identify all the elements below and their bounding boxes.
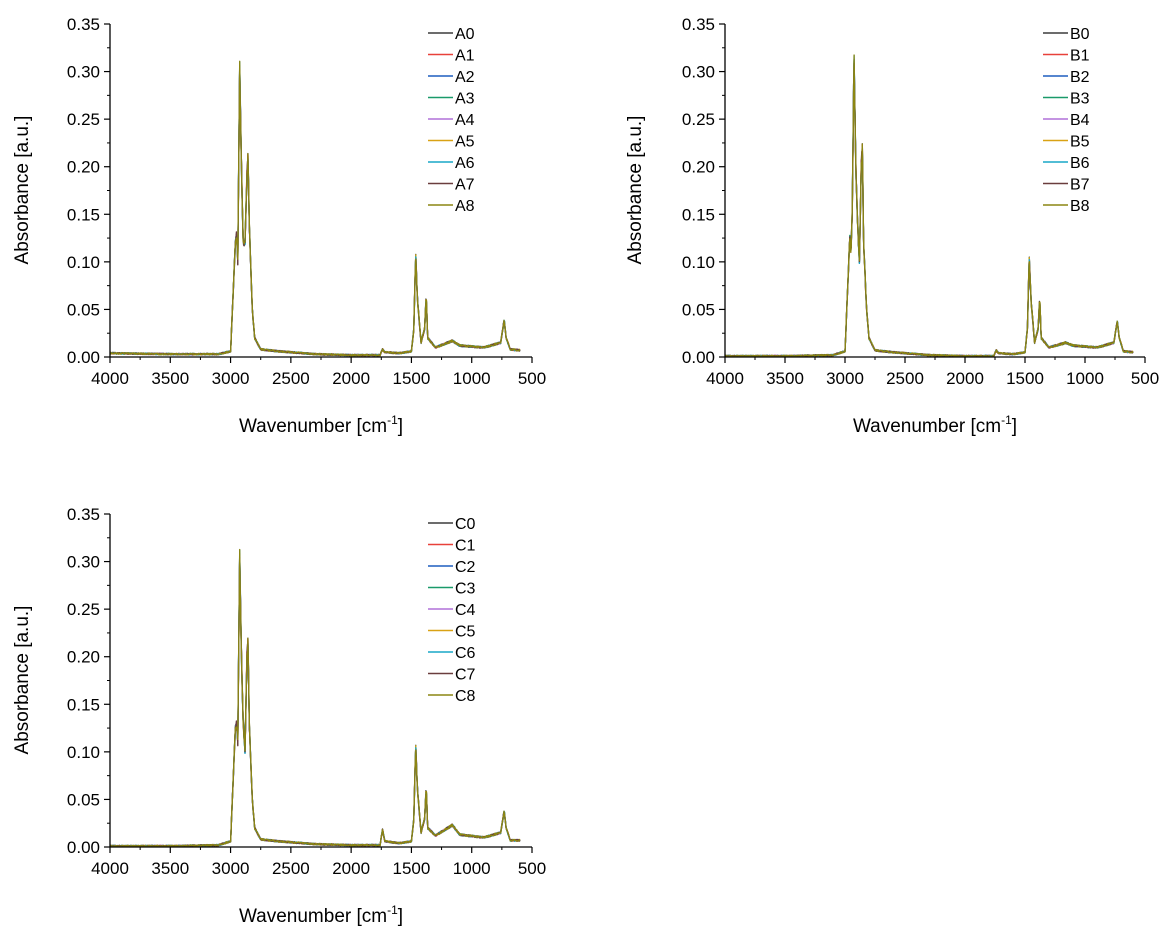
- x-tick-label: 1000: [453, 859, 491, 878]
- legend-label: A3: [455, 91, 475, 108]
- y-tick-label: 0.15: [67, 695, 100, 714]
- x-tick-label: 1000: [1066, 369, 1104, 388]
- y-tick-label: 0.00: [682, 348, 715, 367]
- y-tick-label: 0.15: [682, 205, 715, 224]
- legend-label: A4: [455, 112, 475, 129]
- x-tick-label: 1500: [393, 369, 431, 388]
- legend-label: C4: [455, 602, 476, 619]
- legend-label: A1: [455, 48, 475, 65]
- chart-panel-b: 4000 3500 3000 2500 2000 1500 1000 500 0.00 0.05 0…: [625, 15, 1159, 437]
- y-tick-label: 0.05: [67, 300, 100, 319]
- x-tick-label: 4000: [706, 369, 744, 388]
- y-tick-label: 0.10: [67, 743, 100, 762]
- x-axis-title: Wavenumber [cm-1]: [239, 413, 403, 437]
- y-axis-title: Absorbance [a.u.]: [625, 116, 646, 265]
- y-tick-label: 0.30: [67, 63, 100, 82]
- y-tick-label: 0.20: [67, 158, 100, 177]
- x-tick-label: 500: [518, 369, 546, 388]
- x-axis-title: Wavenumber [cm-1]: [853, 413, 1017, 437]
- legend-label: A2: [455, 69, 475, 86]
- y-tick-label: 0.20: [682, 158, 715, 177]
- x-tick-label: 500: [1131, 369, 1159, 388]
- y-axis-title: Absorbance [a.u.]: [12, 606, 33, 755]
- y-tick-label: 0.10: [682, 253, 715, 272]
- x-tick-label: 3500: [151, 369, 189, 388]
- y-tick-label: 0.30: [67, 553, 100, 572]
- x-tick-label: 2500: [272, 859, 310, 878]
- y-tick-label: 0.20: [67, 648, 100, 667]
- y-tick-label: 0.00: [67, 348, 100, 367]
- legend-label: C5: [455, 624, 476, 641]
- legend-label: A8: [455, 198, 475, 215]
- legend-label: A6: [455, 155, 475, 172]
- x-tick-label: 3000: [826, 369, 864, 388]
- x-tick-label: 1000: [453, 369, 491, 388]
- legend-label: C7: [455, 667, 476, 684]
- y-tick-label: 0.35: [67, 505, 100, 524]
- legend-label: B0: [1070, 26, 1090, 43]
- x-tick-label: 2000: [332, 369, 370, 388]
- x-tick-label: 1500: [1006, 369, 1044, 388]
- x-tick-label: 1500: [393, 859, 431, 878]
- legend-label: B6: [1070, 155, 1090, 172]
- legend-label: C3: [455, 581, 476, 598]
- legend-label: A0: [455, 26, 475, 43]
- legend-label: B5: [1070, 134, 1090, 151]
- legend-label: C1: [455, 538, 476, 555]
- legend-label: B2: [1070, 69, 1090, 86]
- y-tick-label: 0.35: [682, 15, 715, 34]
- legend-label: A7: [455, 177, 475, 194]
- legend: C0 C1 C2 C3 C4 C5 C6 C7 C8: [428, 516, 476, 705]
- legend-label: C8: [455, 688, 476, 705]
- y-tick-label: 0.30: [682, 63, 715, 82]
- y-tick-label: 0.35: [67, 15, 100, 34]
- x-tick-label: 3000: [212, 859, 250, 878]
- legend-label: B3: [1070, 91, 1090, 108]
- x-tick-label: 2000: [332, 859, 370, 878]
- y-tick-label: 0.25: [67, 110, 100, 129]
- x-tick-label: 2500: [272, 369, 310, 388]
- chart-panel-c: 4000 3500 3000 2500 2000 1500 1000 500 0.00 0.05 0…: [12, 505, 546, 926]
- x-tick-label: 3500: [766, 369, 804, 388]
- x-tick-label: 2500: [886, 369, 924, 388]
- x-tick-label: 2000: [946, 369, 984, 388]
- x-tick-label: 3000: [212, 369, 250, 388]
- y-tick-label: 0.25: [682, 110, 715, 129]
- legend-label: C2: [455, 559, 476, 576]
- legend-label: B4: [1070, 112, 1090, 129]
- y-tick-label: 0.05: [682, 300, 715, 319]
- legend-label: C6: [455, 645, 476, 662]
- legend-label: C0: [455, 516, 476, 533]
- y-tick-label: 0.05: [67, 790, 100, 809]
- legend-label: B1: [1070, 48, 1090, 65]
- legend: B0 B1 B2 B3 B4 B5 B6 B7 B8: [1043, 26, 1090, 215]
- chart-panel-a: 4000 3500 3000 2500 2000 1500 1000 500 0.00 0.05 0…: [12, 15, 546, 437]
- legend-label: A5: [455, 134, 475, 151]
- y-axis-title: Absorbance [a.u.]: [12, 116, 33, 265]
- x-tick-label: 4000: [91, 859, 129, 878]
- y-tick-label: 0.25: [67, 600, 100, 619]
- x-axis-title: Wavenumber [cm-1]: [239, 903, 403, 926]
- y-tick-label: 0.15: [67, 205, 100, 224]
- y-tick-label: 0.10: [67, 253, 100, 272]
- x-tick-label: 3500: [151, 859, 189, 878]
- legend: A0 A1 A2 A3 A4 A5 A6 A7 A8: [428, 26, 475, 215]
- x-tick-label: 4000: [91, 369, 129, 388]
- x-tick-label: 500: [518, 859, 546, 878]
- y-tick-label: 0.00: [67, 838, 100, 857]
- legend-label: B7: [1070, 177, 1090, 194]
- legend-label: B8: [1070, 198, 1090, 215]
